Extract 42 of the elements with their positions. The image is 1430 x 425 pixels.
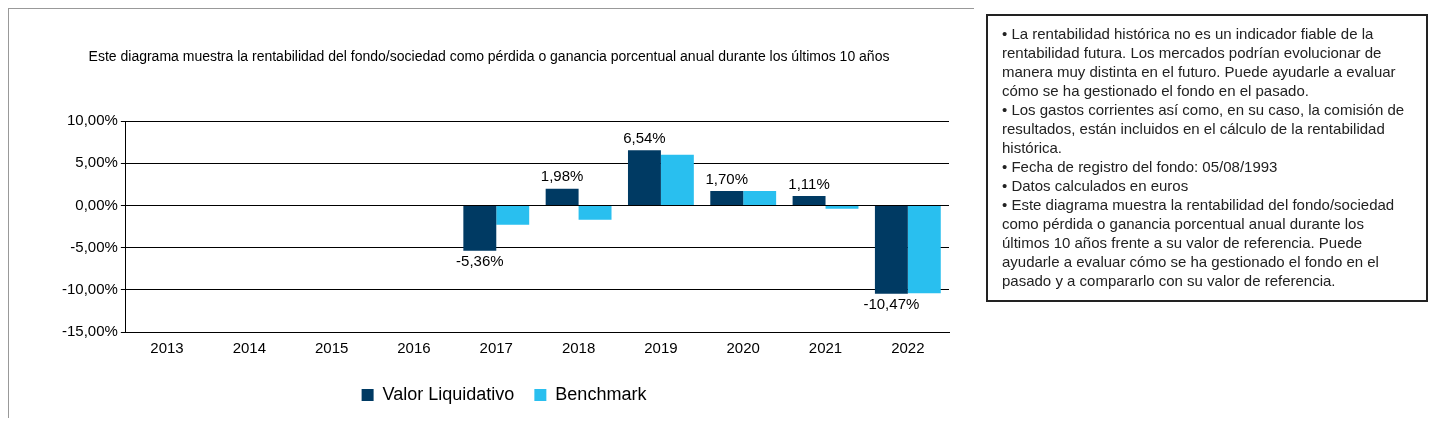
- bar: [874, 205, 908, 294]
- bar: [825, 205, 859, 209]
- bar: [496, 205, 530, 225]
- y-tick-label: -15,00%: [61, 322, 118, 340]
- y-tick-label: 10,00%: [66, 111, 118, 129]
- bar: [627, 150, 661, 205]
- x-tick-label: 2022: [891, 339, 925, 357]
- x-tick-label: 2013: [150, 339, 184, 357]
- bar: [792, 196, 826, 205]
- bar: [463, 205, 497, 251]
- x-tick-label: 2018: [561, 339, 596, 357]
- bar: [710, 191, 744, 205]
- y-tick-label: -5,00%: [70, 237, 118, 255]
- x-tick-label: 2015: [314, 339, 349, 357]
- text: • Datos calculados en euros: [1002, 176, 1190, 195]
- legend-label: Benchmark: [555, 383, 648, 404]
- x-tick-label: 2016: [397, 339, 431, 357]
- x-tick-label: 2017: [479, 339, 513, 357]
- data-label: -5,36%: [456, 252, 504, 270]
- data-label: 1,70%: [705, 169, 749, 187]
- data-label: -10,47%: [863, 295, 920, 313]
- bar: [743, 191, 777, 205]
- x-tick-label: 2021: [808, 339, 843, 357]
- data-label: 1,98%: [540, 167, 584, 185]
- bar: [578, 205, 612, 220]
- y-tick-label: 0,00%: [75, 195, 118, 213]
- bar: [545, 188, 579, 205]
- x-tick-label: 2019: [644, 339, 678, 357]
- text: • Este diagrama muestra la rentabilidad del fondo/sociedad como pérdida o ganancia porcentual anual durante los últimos 10 años frente a su valor de referencia. Puede ayudarle a evaluar cómo se ha gestionado el fondo en el pasado y a compararlo con su valor de referencia.: [1002, 195, 1396, 290]
- data-label: 1,11%: [788, 174, 830, 192]
- text: • Los gastos corrientes así como, en su caso, la comisión de resultados, están incluidos en el cálculo de la rentabilidad histórica.: [1002, 100, 1406, 157]
- legend-label: Valor Liquidativo: [382, 383, 515, 404]
- chart-title: Este diagrama muestra la rentabilidad del fondo/sociedad como pérdida o ganancia porcentual anual durante los últimos 10 años: [87, 47, 891, 66]
- y-tick-label: 5,00%: [75, 153, 118, 171]
- x-tick-label: 2020: [726, 339, 760, 357]
- text: • Fecha de registro del fondo: 05/08/1993: [1002, 157, 1279, 176]
- text: • La rentabilidad histórica no es un indicador fiable de la rentabilidad futura. Los mercados podrían evolucionar de manera muy distinta en el futuro. Puede ayudarle a evaluar cómo se ha gestionado el fondo en el pasado.: [1002, 24, 1397, 100]
- y-tick-label: -10,00%: [61, 279, 118, 297]
- bar: [907, 205, 941, 294]
- data-label: 6,54%: [623, 128, 666, 146]
- bar: [660, 154, 694, 205]
- x-tick-label: 2014: [232, 339, 267, 357]
